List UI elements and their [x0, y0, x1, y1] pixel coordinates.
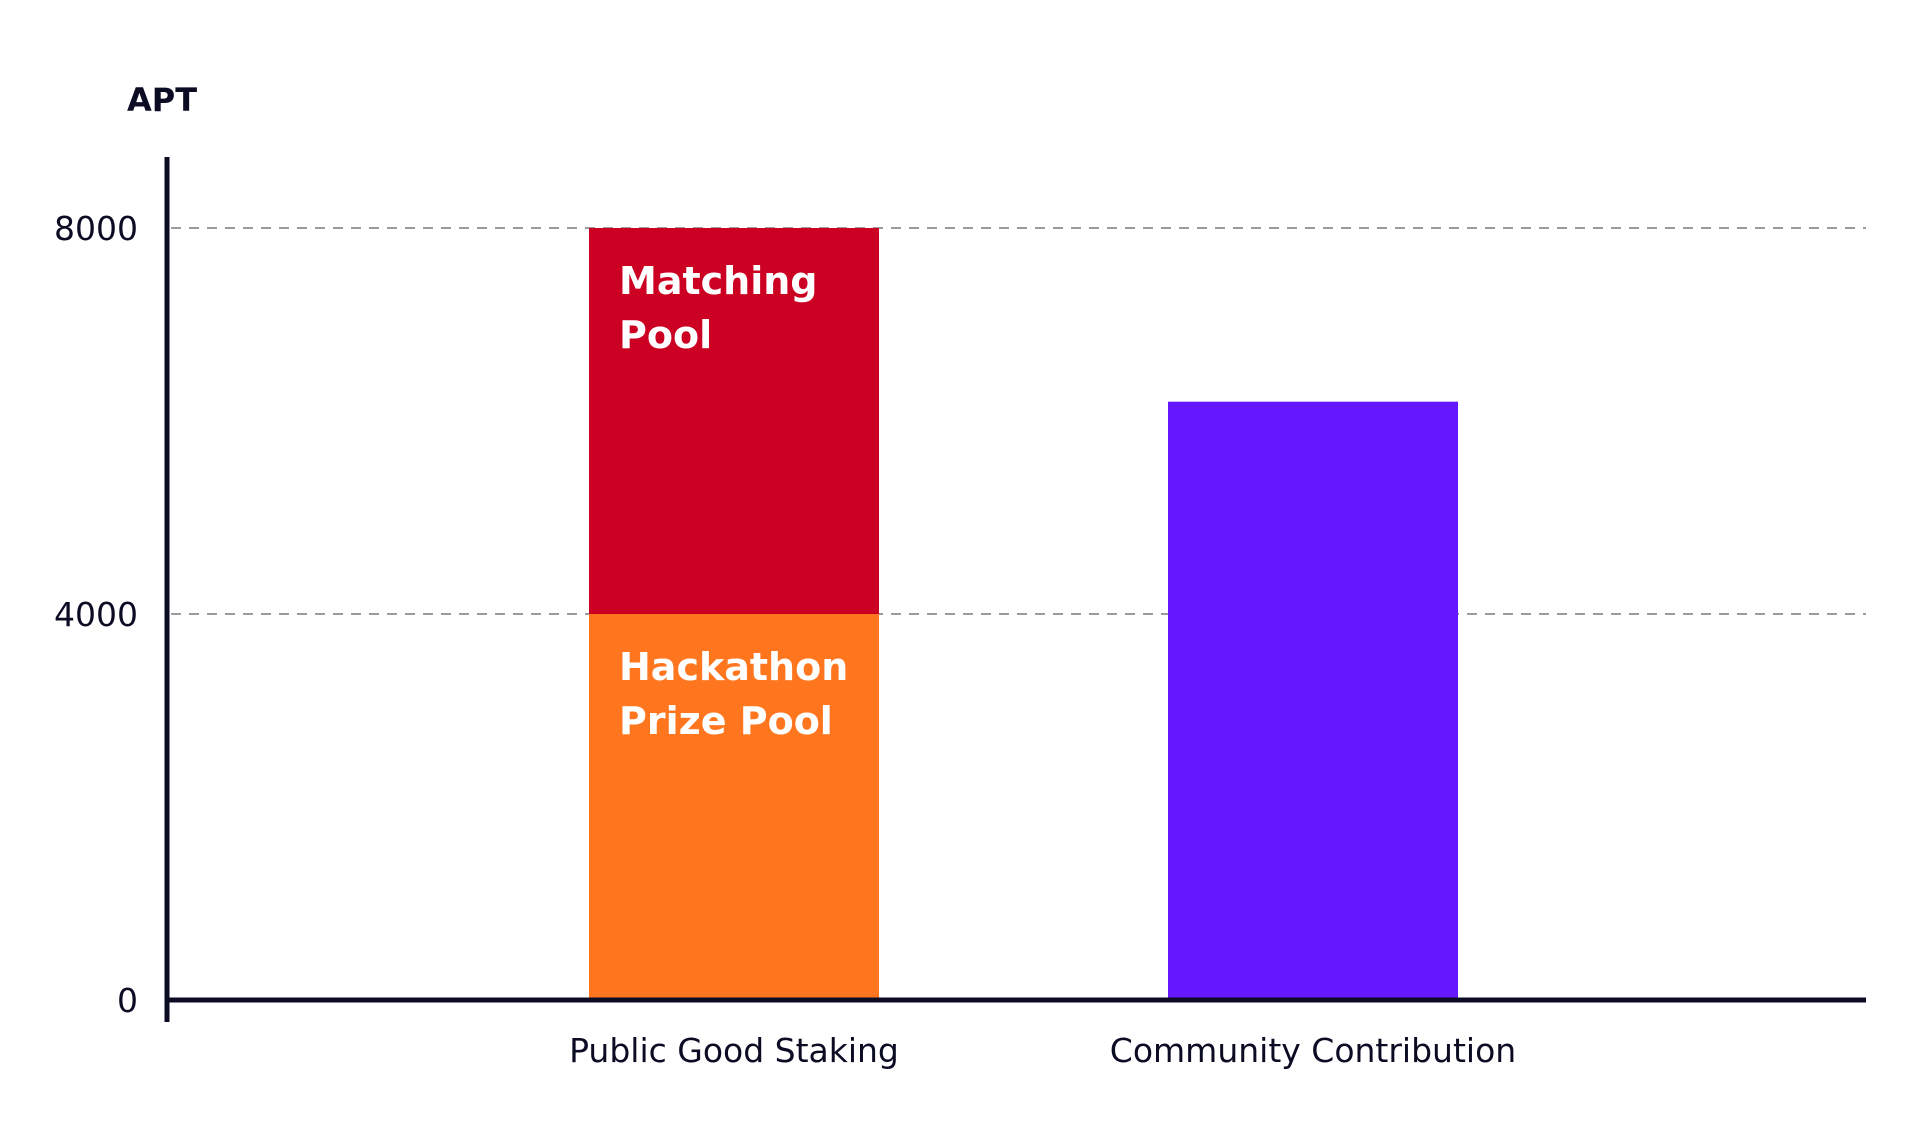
bar-segment-series-2-1 — [1168, 401, 1458, 1000]
segment-label-0-line-0: Hackathon — [619, 645, 848, 689]
segment-label-1-line-0: Matching — [619, 259, 817, 303]
y-tick-label-0: 0 — [117, 981, 138, 1020]
y-axis-unit-label: APT — [127, 81, 197, 119]
y-tick-labels: 0 4000 8000 — [54, 209, 138, 1020]
gridlines — [171, 227, 1866, 615]
bars — [589, 228, 1458, 1000]
y-tick-label-4000: 4000 — [54, 595, 138, 634]
axes: APT — [127, 81, 1866, 1022]
segment-label-1-line-1: Pool — [619, 313, 712, 357]
category-labels: Public Good Staking Community Contributio… — [569, 1031, 1516, 1070]
category-label-0: Public Good Staking — [569, 1031, 899, 1070]
segment-labels: Hackathon Prize Pool Matching Pool — [619, 259, 848, 743]
segment-label-0-line-1: Prize Pool — [619, 699, 833, 743]
category-label-1: Community Contribution — [1110, 1031, 1516, 1070]
bar-segment-hackathon-prize-pool-0 — [589, 614, 879, 1000]
y-tick-label-8000: 8000 — [54, 209, 138, 248]
bar-segment-matching-pool-0 — [589, 228, 879, 614]
